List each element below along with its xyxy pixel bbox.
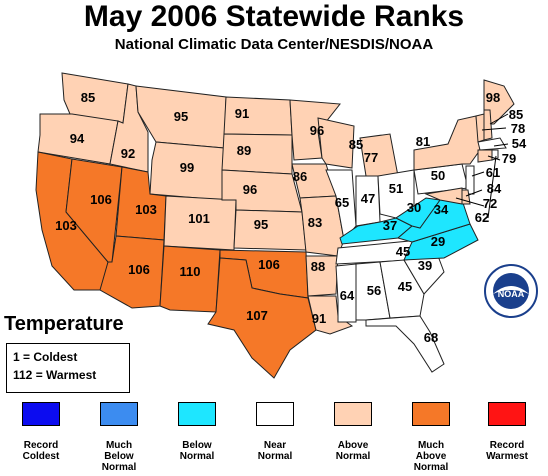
rank-label-al: 56 bbox=[367, 283, 381, 298]
rank-label-la: 91 bbox=[312, 311, 326, 326]
rank-label-ga: 45 bbox=[398, 279, 412, 294]
rank-label-ok: 106 bbox=[258, 257, 280, 272]
legend-label: Below Normal bbox=[179, 440, 215, 462]
legend-label: Record Coldest bbox=[22, 440, 60, 462]
rank-label-mn: 96 bbox=[310, 123, 324, 138]
legend-item-near-normal: Near Normal bbox=[234, 402, 316, 462]
rank-label-ms: 64 bbox=[340, 288, 355, 303]
legend-swatch bbox=[100, 402, 138, 426]
legend-label: Record Warmest bbox=[486, 440, 528, 462]
page-title: May 2006 Statewide Ranks bbox=[83, 0, 465, 33]
rank-label-nc: 29 bbox=[431, 234, 445, 249]
legend-label: Near Normal bbox=[257, 440, 293, 462]
rank-label-mt: 95 bbox=[174, 109, 188, 124]
rank-label-va: 34 bbox=[434, 202, 449, 217]
key-coldest: 1 = Coldest bbox=[13, 350, 78, 364]
rank-label-ar: 88 bbox=[311, 259, 325, 274]
rank-label-sc: 39 bbox=[418, 258, 432, 273]
legend-label: Much Below Normal bbox=[101, 440, 137, 473]
state-MA bbox=[477, 137, 507, 151]
rank-label-az: 106 bbox=[128, 262, 150, 277]
state-CT bbox=[477, 149, 493, 163]
variable-label: Temperature bbox=[4, 313, 124, 335]
rank-label-me: 98 bbox=[486, 90, 500, 105]
leader-lines bbox=[455, 113, 509, 219]
rank-label-id: 92 bbox=[121, 146, 135, 161]
rank-label-nd: 91 bbox=[235, 106, 249, 121]
rank-label-tx: 107 bbox=[246, 308, 268, 323]
rank-label-ne: 96 bbox=[243, 182, 257, 197]
rank-label-nj: 61 bbox=[486, 165, 500, 180]
rank-label-ny: 81 bbox=[416, 134, 430, 149]
rank-label-ca: 103 bbox=[55, 218, 77, 233]
noaa-logo: NOAA bbox=[484, 264, 538, 318]
rank-label-sd: 89 bbox=[237, 143, 251, 158]
legend-item-much-above-normal: Much Above Normal bbox=[390, 402, 472, 473]
rank-label-de: 84 bbox=[487, 181, 502, 196]
rank-label-wi: 85 bbox=[349, 137, 363, 152]
rank-label-pa: 50 bbox=[431, 168, 445, 183]
rank-label-nv: 106 bbox=[90, 192, 112, 207]
rank-label-fl: 68 bbox=[424, 330, 438, 345]
rank-label-md: 72 bbox=[483, 196, 497, 211]
legend-item-below-normal: Below Normal bbox=[156, 402, 238, 462]
rank-label-mo: 83 bbox=[308, 215, 322, 230]
state-TX bbox=[207, 257, 317, 379]
rank-label-mi: 77 bbox=[364, 150, 378, 165]
legend-item-much-below-normal: Much Below Normal bbox=[78, 402, 160, 473]
legend-swatch bbox=[334, 402, 372, 426]
page-subtitle: National Climatic Data Center/NESDIS/NOA… bbox=[114, 36, 434, 53]
state-VT bbox=[475, 113, 485, 143]
rank-label-ct: 79 bbox=[502, 151, 516, 166]
rank-label-ks: 95 bbox=[254, 217, 268, 232]
key-warmest: 112 = Warmest bbox=[13, 368, 97, 382]
state-NM bbox=[159, 245, 221, 313]
rank-label-wv: 30 bbox=[407, 200, 421, 215]
rank-label-vt: 78 bbox=[511, 121, 525, 136]
rank-label-wy: 99 bbox=[180, 160, 194, 175]
legend-swatch bbox=[256, 402, 294, 426]
rank-label-ia: 86 bbox=[293, 169, 307, 184]
legend-swatch bbox=[178, 402, 216, 426]
rank-label-il: 65 bbox=[335, 195, 349, 210]
rank-label-tn: 45 bbox=[396, 244, 410, 259]
rank-label-nh: 85 bbox=[509, 107, 523, 122]
state-KS bbox=[233, 209, 307, 251]
rank-label-wa: 85 bbox=[81, 90, 95, 105]
rank-label-ma: 54 bbox=[512, 136, 527, 151]
state-LA bbox=[307, 295, 354, 335]
state-NH bbox=[483, 109, 493, 141]
rank-key-box: 1 = Coldest 112 = Warmest bbox=[6, 343, 130, 393]
state-SD bbox=[221, 133, 293, 175]
rank-label-in: 47 bbox=[361, 191, 375, 206]
state-NJ bbox=[465, 165, 475, 195]
state-AR bbox=[305, 255, 339, 297]
legend-label: Above Normal bbox=[335, 440, 371, 462]
legend-swatch bbox=[412, 402, 450, 426]
legend-label: Much Above Normal bbox=[413, 440, 449, 473]
legend-swatch bbox=[22, 402, 60, 426]
state-WI bbox=[317, 117, 355, 169]
rank-label-ri: 62 bbox=[475, 210, 489, 225]
state-MD bbox=[424, 187, 463, 205]
state-GA bbox=[379, 259, 425, 319]
rank-label-nm: 110 bbox=[180, 264, 201, 279]
rank-label-ky: 37 bbox=[383, 218, 397, 233]
rank-label-or: 94 bbox=[70, 131, 85, 146]
legend-swatch bbox=[488, 402, 526, 426]
legend-item-above-normal: Above Normal bbox=[312, 402, 394, 462]
legend-item-record-coldest: Record Coldest bbox=[0, 402, 82, 462]
state-MS bbox=[335, 263, 357, 323]
legend: Record Coldest Much Below Normal Below N… bbox=[0, 402, 548, 476]
rank-label-oh: 51 bbox=[389, 181, 403, 196]
legend-item-record-warmest: Record Warmest bbox=[466, 402, 548, 462]
rank-label-ut: 103 bbox=[135, 202, 157, 217]
noaa-logo-text: NOAA bbox=[498, 289, 525, 299]
rank-label-co: 101 bbox=[188, 211, 210, 226]
state-FL bbox=[365, 315, 445, 373]
